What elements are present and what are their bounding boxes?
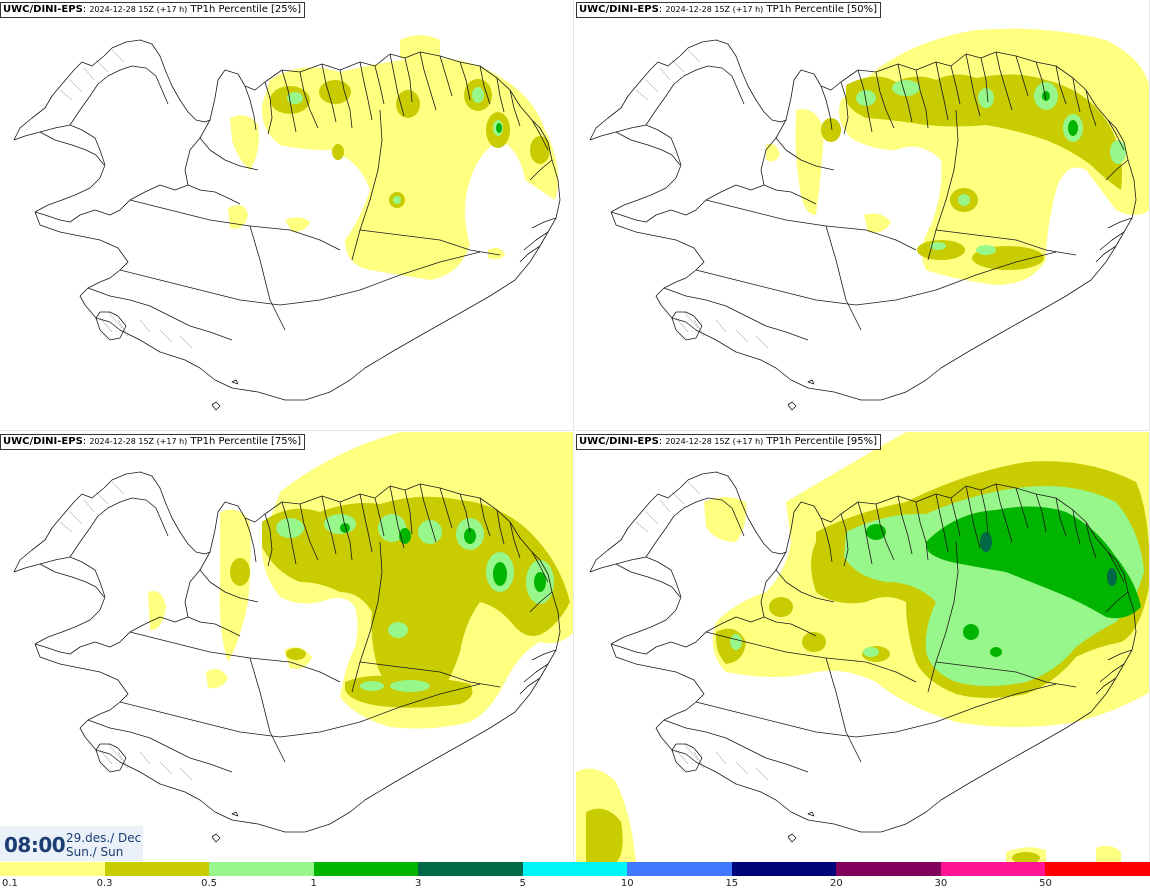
color-scale-legend: 0.1 0.3 0.5 1 3 5 10 15 20 30 50 <box>0 862 1150 891</box>
roads <box>59 49 193 349</box>
precipitation-map <box>13 432 573 843</box>
precipitation-map <box>576 432 1149 862</box>
panel-title: UWC/DINI-EPS: 2024-12-28 15Z (+17 h) TP1… <box>0 434 306 450</box>
legend-swatch <box>836 862 941 876</box>
roads <box>635 49 769 349</box>
legend-swatch <box>731 862 837 876</box>
precip-layer-1 <box>1042 91 1078 136</box>
precipitation-map <box>13 35 561 411</box>
valid-time-box: 08:00 29.des./ Dec Sun./ Sun <box>0 826 143 861</box>
precip-layer-1 <box>340 523 546 592</box>
date-line-2: Sun./ Sun <box>66 845 124 859</box>
precipitation-map <box>589 28 1149 411</box>
legend-tick-label: 30 <box>934 878 948 889</box>
legend-tick-label: 10 <box>620 878 634 889</box>
valid-date: 29.des./ Dec Sun./ Sun <box>66 831 141 859</box>
date-line-1: 29.des./ Dec <box>66 831 142 845</box>
legend-swatch <box>522 862 628 876</box>
legend-tick-label: 1 <box>310 878 317 889</box>
roads <box>59 481 193 781</box>
legend-tick-label: 0.1 <box>2 878 18 889</box>
precip-layer-3 <box>980 532 1117 586</box>
precip-layer-0.1 <box>228 35 559 280</box>
legend-tick-label: 5 <box>519 878 526 889</box>
legend-tick-label: 50 <box>1039 878 1052 889</box>
panel-title: UWC/DINI-EPS: 2024-12-28 15Z (+17 h) TP1… <box>576 2 882 18</box>
panel-title: UWC/DINI-EPS: 2024-12-28 15Z (+17 h) TP1… <box>576 434 882 450</box>
color-scale-bar <box>0 862 1150 876</box>
legend-tick-label: 20 <box>829 878 843 889</box>
map-panel-95: UWC/DINI-EPS: 2024-12-28 15Z (+17 h) TP1… <box>576 432 1150 863</box>
map-panel-50: UWC/DINI-EPS: 2024-12-28 15Z (+17 h) TP1… <box>576 0 1150 431</box>
legend-swatch <box>627 862 732 876</box>
legend-swatch <box>0 862 105 876</box>
legend-tick-label: 0.5 <box>201 878 218 889</box>
legend-tick-label: 15 <box>725 878 739 889</box>
legend-tick-label: 3 <box>414 878 422 889</box>
legend-swatch <box>104 862 210 876</box>
legend-swatch <box>209 862 314 876</box>
panel-title: UWC/DINI-EPS: 2024-12-28 15Z (+17 h) TP1… <box>0 2 306 18</box>
precip-layer-1 <box>496 123 502 133</box>
valid-time: 08:00 <box>4 833 66 857</box>
legend-swatch <box>1045 862 1150 876</box>
legend-swatch <box>418 862 523 876</box>
legend-swatch <box>313 862 419 876</box>
legend-swatch <box>940 862 1046 876</box>
map-panel-75: UWC/DINI-EPS: 2024-12-28 15Z (+17 h) TP1… <box>0 432 574 863</box>
map-panel-25: UWC/DINI-EPS: 2024-12-28 15Z (+17 h) TP1… <box>0 0 574 431</box>
legend-tick-label: 0.3 <box>96 878 113 889</box>
